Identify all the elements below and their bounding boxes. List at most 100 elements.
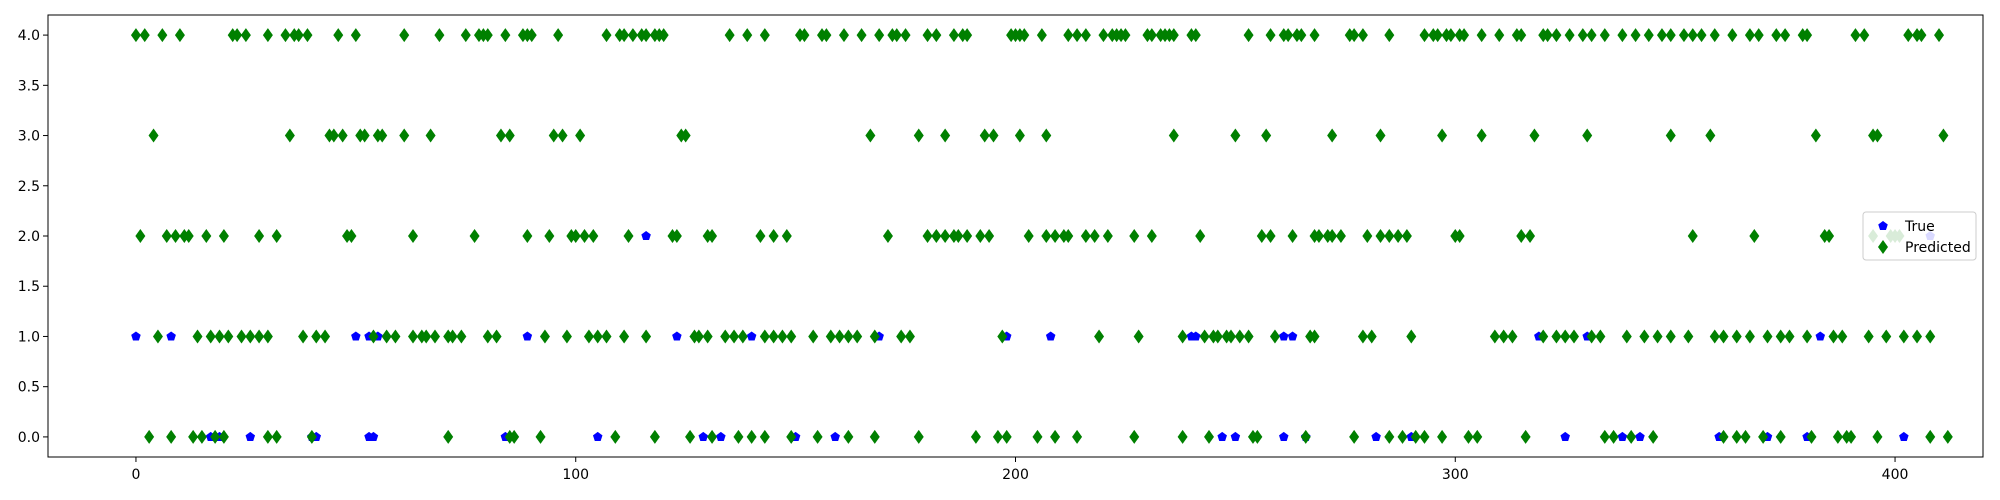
predicted-point (1476, 28, 1487, 43)
predicted-point (1665, 128, 1676, 143)
predicted-point (1837, 329, 1848, 344)
predicted-point (152, 329, 163, 344)
true-point (351, 331, 361, 341)
predicted-point (1586, 329, 1597, 344)
predicted-point (1036, 28, 1047, 43)
predicted-point (1569, 329, 1580, 344)
predicted-point (135, 229, 146, 243)
predicted-point (1327, 229, 1338, 243)
true-point (746, 331, 757, 341)
true-point (1045, 331, 1056, 341)
predicted-point (1204, 429, 1214, 444)
predicted-point (896, 329, 907, 344)
true-point (368, 431, 379, 441)
predicted-point (948, 28, 959, 43)
predicted-point (408, 229, 419, 243)
predicted-point (482, 329, 493, 344)
predicted-point (641, 329, 652, 344)
true-point (1815, 331, 1826, 341)
predicted-point (922, 28, 933, 43)
predicted-point (526, 28, 537, 43)
x-tick-label: 200 (1002, 467, 1029, 483)
y-tick-label: 3.0 (18, 129, 40, 145)
predicted-point (610, 429, 621, 444)
predicted-point (619, 329, 630, 344)
predicted-point (975, 229, 986, 243)
y-tick-label: 1.5 (18, 279, 40, 295)
predicted-point (1832, 429, 1843, 444)
predicted-point (570, 229, 581, 243)
predicted-point (777, 329, 788, 344)
predicted-point (1520, 429, 1531, 444)
predicted-point (825, 329, 836, 344)
predicted-point (781, 229, 792, 243)
predicted-point (553, 28, 564, 43)
predicted-point (460, 28, 471, 43)
predicted-point (1784, 329, 1795, 344)
predicted-point (196, 429, 207, 444)
predicted-point (482, 28, 493, 43)
predicted-point (742, 28, 753, 43)
predicted-point (1019, 28, 1030, 43)
predicted-point (1102, 229, 1113, 243)
predicted-point (495, 128, 506, 143)
predicted-point (359, 128, 370, 143)
predicted-point (544, 229, 555, 243)
predicted-point (148, 128, 159, 143)
true-point (1617, 431, 1628, 441)
predicted-point (262, 28, 273, 43)
predicted-point (931, 28, 942, 43)
predicted-point (1925, 329, 1936, 344)
predicted-point (962, 28, 973, 43)
predicted-point (254, 229, 265, 243)
predicted-point (1384, 229, 1395, 243)
predicted-point (1265, 28, 1276, 43)
predicted-point (1287, 229, 1298, 243)
true-point (1287, 331, 1298, 341)
predicted-point (869, 329, 880, 344)
predicted-point (504, 128, 515, 143)
true-point (131, 331, 141, 341)
predicted-point (548, 128, 559, 143)
predicted-point (707, 429, 718, 444)
predicted-point (1472, 429, 1483, 444)
predicted-point (1146, 28, 1157, 43)
predicted-point (641, 28, 652, 43)
predicted-point (399, 28, 410, 43)
predicted-point (1687, 28, 1698, 43)
predicted-point (953, 229, 964, 243)
predicted-point (1177, 429, 1188, 444)
predicted-point (192, 329, 203, 344)
predicted-point (1362, 229, 1373, 243)
predicted-point (1872, 128, 1883, 143)
predicted-point (1687, 229, 1698, 243)
predicted-point (1560, 329, 1571, 344)
predicted-point (1780, 28, 1791, 43)
predicted-point (1080, 28, 1091, 43)
predicted-point (1564, 28, 1575, 43)
predicted-point (1063, 28, 1074, 43)
predicted-point (821, 28, 832, 43)
predicted-point (346, 229, 357, 243)
predicted-point (1256, 229, 1267, 243)
predicted-point (733, 429, 744, 444)
predicted-point (254, 329, 265, 344)
predicted-point (456, 329, 467, 344)
predicted-point (161, 229, 172, 243)
predicted-point (913, 128, 924, 143)
predicted-point (970, 429, 981, 444)
predicted-point (997, 329, 1008, 344)
predicted-point (1718, 329, 1729, 344)
predicted-point (421, 329, 432, 344)
predicted-point (1850, 28, 1861, 43)
y-tick-label: 0.5 (18, 380, 40, 396)
predicted-point (768, 229, 779, 243)
legend: True Predicted (1862, 211, 1977, 261)
predicted-point (1753, 28, 1764, 43)
predicted-point (671, 229, 682, 243)
predicted-point (214, 329, 225, 344)
data-points (130, 28, 1953, 444)
predicted-point (759, 329, 770, 344)
predicted-point (1375, 128, 1386, 143)
predicted-point (904, 329, 915, 344)
